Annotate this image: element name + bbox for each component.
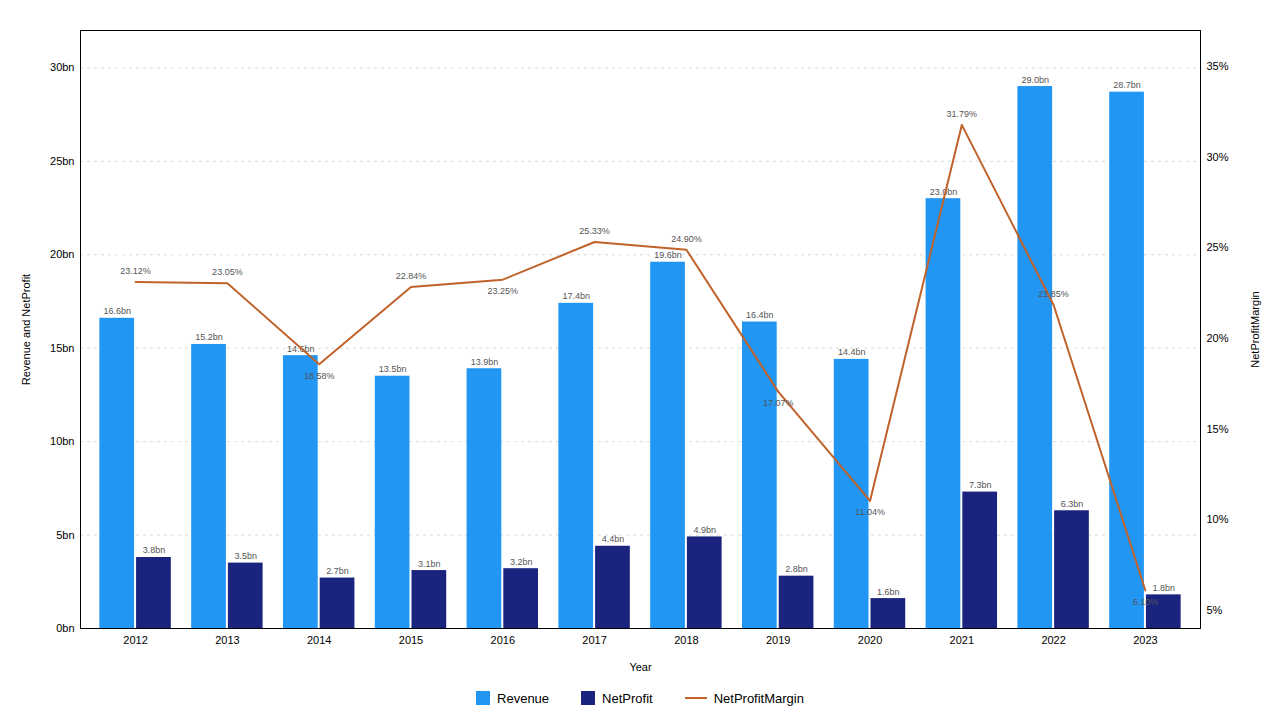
html-text:Revenue: Revenue: [497, 690, 550, 706]
svg-text:10bn: 10bn: [50, 435, 74, 447]
svg-text:18.58%: 18.58%: [304, 371, 335, 381]
svg-text:13.9bn: 13.9bn: [471, 357, 499, 367]
svg-text:30%: 30%: [1207, 151, 1229, 163]
html-text:NetProfitMargin: NetProfitMargin: [713, 690, 804, 706]
svg-text:23.05%: 23.05%: [212, 267, 243, 277]
svg-text:11.04%: 11.04%: [855, 507, 885, 517]
svg-text:Revenue and NetProfit: Revenue and NetProfit: [20, 274, 32, 385]
svg-text:35%: 35%: [1207, 60, 1229, 72]
svg-text:25.33%: 25.33%: [579, 226, 610, 236]
svg-text:4.4bn: 4.4bn: [602, 534, 625, 544]
svg-text:24.90%: 24.90%: [671, 234, 702, 244]
svg-text:NetProfitMargin: NetProfitMargin: [1249, 291, 1261, 367]
svg-text:29.0bn: 29.0bn: [1021, 75, 1049, 85]
svg-text:10%: 10%: [1207, 513, 1229, 525]
svg-text:23.0bn: 23.0bn: [930, 187, 958, 197]
svg-text:28.7bn: 28.7bn: [1113, 80, 1141, 90]
svg-text:2013: 2013: [215, 634, 239, 646]
svg-text:15.2bn: 15.2bn: [195, 332, 223, 342]
svg-text:3.1bn: 3.1bn: [418, 559, 441, 569]
svg-text:0bn: 0bn: [56, 622, 74, 634]
svg-text:22.84%: 22.84%: [396, 271, 427, 281]
svg-text:2020: 2020: [858, 634, 882, 646]
html-text:NetProfit: NetProfit: [602, 690, 653, 706]
svg-text:15%: 15%: [1207, 423, 1229, 435]
svg-text:2022: 2022: [1041, 634, 1065, 646]
svg-text:17.07%: 17.07%: [763, 398, 794, 408]
svg-text:2012: 2012: [123, 634, 147, 646]
svg-text:Year: Year: [629, 661, 652, 673]
svg-text:7.3bn: 7.3bn: [969, 480, 992, 490]
svg-text:2019: 2019: [766, 634, 790, 646]
svg-text:31.79%: 31.79%: [947, 109, 978, 119]
svg-text:30bn: 30bn: [50, 61, 74, 73]
svg-text:1.8bn: 1.8bn: [1153, 583, 1176, 593]
svg-text:2016: 2016: [491, 634, 515, 646]
svg-text:2018: 2018: [674, 634, 698, 646]
svg-text:3.5bn: 3.5bn: [234, 551, 257, 561]
svg-text:2.7bn: 2.7bn: [326, 566, 349, 576]
svg-text:2023: 2023: [1133, 634, 1157, 646]
svg-text:2017: 2017: [582, 634, 606, 646]
svg-text:20bn: 20bn: [50, 248, 74, 260]
svg-text:23.12%: 23.12%: [120, 266, 151, 276]
svg-text:25bn: 25bn: [50, 155, 74, 167]
svg-text:6.3bn: 6.3bn: [1061, 499, 1084, 509]
svg-text:19.6bn: 19.6bn: [654, 250, 682, 260]
svg-text:2015: 2015: [399, 634, 423, 646]
svg-text:14.6bn: 14.6bn: [287, 344, 315, 354]
svg-text:23.25%: 23.25%: [488, 286, 519, 296]
svg-text:5bn: 5bn: [56, 529, 74, 541]
svg-text:3.8bn: 3.8bn: [143, 545, 166, 555]
svg-text:13.5bn: 13.5bn: [379, 364, 407, 374]
svg-text:5%: 5%: [1207, 604, 1223, 616]
svg-text:16.4bn: 16.4bn: [746, 310, 774, 320]
svg-text:16.6bn: 16.6bn: [103, 306, 131, 316]
svg-text:21.85%: 21.85%: [1038, 289, 1069, 299]
svg-text:3.2bn: 3.2bn: [510, 557, 533, 567]
svg-text:25%: 25%: [1207, 241, 1229, 253]
svg-text:17.4bn: 17.4bn: [562, 291, 590, 301]
svg-text:20%: 20%: [1207, 332, 1229, 344]
svg-text:2.8bn: 2.8bn: [785, 564, 808, 574]
svg-text:15bn: 15bn: [50, 342, 74, 354]
svg-text:6.10%: 6.10%: [1133, 597, 1159, 607]
svg-text:14.4bn: 14.4bn: [838, 347, 866, 357]
svg-text:1.6bn: 1.6bn: [877, 587, 900, 597]
svg-text:2021: 2021: [950, 634, 974, 646]
svg-text:4.9bn: 4.9bn: [693, 525, 716, 535]
svg-text:2014: 2014: [307, 634, 331, 646]
